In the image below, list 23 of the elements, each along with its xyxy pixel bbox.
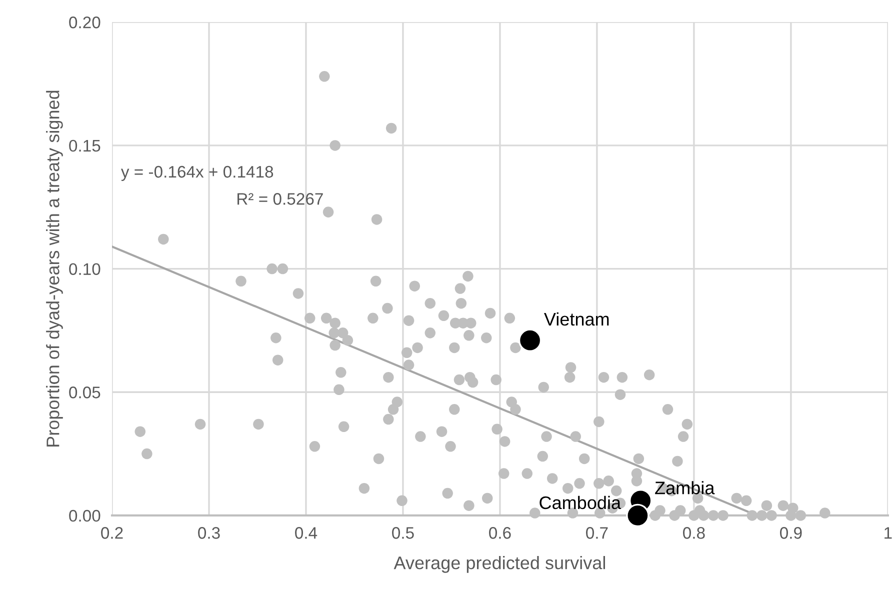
y-tick-label: 0.20	[69, 16, 100, 28]
y-tick-label: 0.00	[69, 510, 100, 522]
point	[626, 504, 650, 528]
point	[518, 328, 542, 352]
x-tick-label: 0.2	[101, 527, 123, 539]
x-axis-title: Average predicted survival	[394, 556, 605, 573]
x-tick-label: 0.5	[392, 527, 414, 539]
x-tick-label: 1	[884, 527, 892, 539]
annotation: y = -0.164x + 0.1418	[120, 166, 274, 181]
annotation: Zambia	[655, 481, 715, 494]
x-tick-label: 0.9	[780, 527, 802, 539]
annotation: Vietnam	[544, 312, 609, 326]
y-tick-label: 0.15	[69, 140, 100, 152]
y-tick-label: 0.10	[69, 263, 100, 276]
annotation: R² = 0.5267	[238, 193, 323, 205]
x-tick-label: 0.8	[683, 527, 705, 539]
annotation: Cambodia	[540, 496, 622, 510]
x-tick-label: 0.4	[295, 527, 318, 539]
y-axis-title: Proportion of dyad-years with a treaty signed	[46, 90, 63, 446]
x-tick-label: 0.6	[489, 527, 511, 539]
y-tick-label: 0.05	[69, 386, 100, 398]
x-tick-label: 0.7	[586, 527, 608, 539]
x-tick-label: 0.3	[198, 527, 220, 539]
